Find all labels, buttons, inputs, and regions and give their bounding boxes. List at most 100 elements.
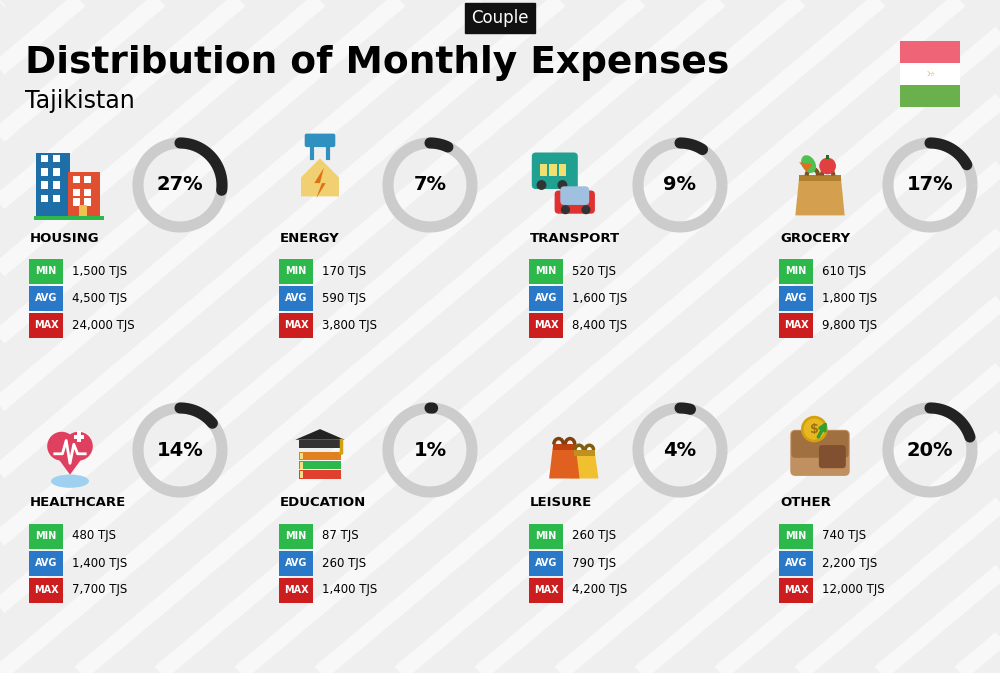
FancyBboxPatch shape: [529, 577, 563, 602]
Text: MIN: MIN: [535, 266, 557, 276]
Text: EDUCATION: EDUCATION: [280, 497, 366, 509]
Polygon shape: [549, 446, 580, 479]
FancyBboxPatch shape: [279, 524, 313, 548]
FancyBboxPatch shape: [29, 258, 63, 283]
FancyBboxPatch shape: [29, 285, 63, 310]
Circle shape: [557, 180, 567, 190]
Text: AVG: AVG: [535, 293, 557, 303]
Text: TRANSPORT: TRANSPORT: [530, 232, 620, 244]
FancyBboxPatch shape: [279, 551, 313, 575]
Polygon shape: [295, 429, 345, 439]
FancyBboxPatch shape: [779, 258, 813, 283]
Text: 8,400 TJS: 8,400 TJS: [572, 318, 627, 332]
FancyBboxPatch shape: [799, 176, 841, 181]
Polygon shape: [49, 446, 91, 474]
FancyBboxPatch shape: [84, 199, 91, 206]
Polygon shape: [799, 162, 812, 172]
Text: 1,400 TJS: 1,400 TJS: [322, 583, 377, 596]
FancyBboxPatch shape: [279, 285, 313, 310]
Circle shape: [64, 432, 93, 460]
Text: MIN: MIN: [35, 266, 57, 276]
FancyBboxPatch shape: [73, 176, 80, 183]
Text: MAX: MAX: [284, 320, 308, 330]
FancyBboxPatch shape: [549, 164, 557, 176]
Text: 1%: 1%: [413, 441, 447, 460]
Text: MIN: MIN: [35, 531, 57, 541]
Text: MAX: MAX: [784, 585, 808, 595]
Text: AVG: AVG: [535, 558, 557, 568]
Text: 9,800 TJS: 9,800 TJS: [822, 318, 877, 332]
FancyBboxPatch shape: [279, 258, 313, 283]
FancyBboxPatch shape: [779, 312, 813, 337]
Text: 480 TJS: 480 TJS: [72, 530, 116, 542]
Circle shape: [47, 432, 76, 460]
Text: 520 TJS: 520 TJS: [572, 264, 616, 277]
Text: MIN: MIN: [785, 531, 807, 541]
Text: OTHER: OTHER: [780, 497, 831, 509]
FancyBboxPatch shape: [84, 176, 91, 183]
FancyBboxPatch shape: [41, 194, 48, 202]
Text: MAX: MAX: [284, 585, 308, 595]
Circle shape: [339, 451, 343, 455]
FancyBboxPatch shape: [73, 189, 80, 197]
FancyBboxPatch shape: [559, 164, 566, 176]
Text: Tajikistan: Tajikistan: [25, 89, 135, 113]
Text: MIN: MIN: [285, 531, 307, 541]
Text: AVG: AVG: [35, 293, 57, 303]
FancyBboxPatch shape: [529, 551, 563, 575]
Text: GROCERY: GROCERY: [780, 232, 850, 244]
FancyBboxPatch shape: [779, 524, 813, 548]
Text: AVG: AVG: [35, 558, 57, 568]
FancyBboxPatch shape: [574, 450, 595, 456]
Text: 260 TJS: 260 TJS: [572, 530, 616, 542]
FancyBboxPatch shape: [529, 524, 563, 548]
FancyBboxPatch shape: [53, 168, 60, 176]
FancyBboxPatch shape: [299, 470, 341, 479]
FancyBboxPatch shape: [900, 41, 960, 63]
Text: 2,200 TJS: 2,200 TJS: [822, 557, 877, 569]
Text: MIN: MIN: [535, 531, 557, 541]
Text: 7%: 7%: [414, 176, 446, 194]
Text: MIN: MIN: [785, 266, 807, 276]
FancyBboxPatch shape: [299, 439, 341, 448]
FancyBboxPatch shape: [529, 285, 563, 310]
FancyBboxPatch shape: [300, 462, 303, 468]
FancyBboxPatch shape: [529, 258, 563, 283]
FancyBboxPatch shape: [279, 312, 313, 337]
Text: AVG: AVG: [285, 558, 307, 568]
Text: HOUSING: HOUSING: [30, 232, 100, 244]
FancyBboxPatch shape: [553, 444, 576, 450]
FancyBboxPatch shape: [41, 155, 48, 162]
Text: 590 TJS: 590 TJS: [322, 291, 366, 304]
FancyBboxPatch shape: [555, 190, 595, 214]
FancyBboxPatch shape: [819, 445, 846, 468]
Ellipse shape: [51, 474, 89, 488]
FancyBboxPatch shape: [299, 461, 341, 469]
Text: 1,800 TJS: 1,800 TJS: [822, 291, 877, 304]
FancyBboxPatch shape: [532, 153, 578, 189]
Circle shape: [819, 157, 836, 174]
Polygon shape: [570, 452, 598, 479]
Text: 20%: 20%: [907, 441, 953, 460]
FancyBboxPatch shape: [41, 168, 48, 176]
Text: Distribution of Monthly Expenses: Distribution of Monthly Expenses: [25, 45, 729, 81]
FancyBboxPatch shape: [300, 452, 303, 460]
Polygon shape: [795, 178, 845, 215]
FancyBboxPatch shape: [73, 199, 80, 206]
Text: MAX: MAX: [34, 585, 58, 595]
Ellipse shape: [801, 155, 816, 173]
FancyBboxPatch shape: [53, 155, 60, 162]
FancyBboxPatch shape: [53, 194, 60, 202]
Text: MIN: MIN: [285, 266, 307, 276]
Text: 17%: 17%: [907, 176, 953, 194]
Text: 14%: 14%: [157, 441, 203, 460]
FancyBboxPatch shape: [790, 430, 850, 476]
Text: 170 TJS: 170 TJS: [322, 264, 366, 277]
FancyBboxPatch shape: [53, 181, 60, 189]
Text: 24,000 TJS: 24,000 TJS: [72, 318, 135, 332]
Text: LEISURE: LEISURE: [530, 497, 592, 509]
FancyBboxPatch shape: [34, 216, 104, 220]
Text: ENERGY: ENERGY: [280, 232, 340, 244]
FancyBboxPatch shape: [779, 551, 813, 575]
Text: AVG: AVG: [285, 293, 307, 303]
